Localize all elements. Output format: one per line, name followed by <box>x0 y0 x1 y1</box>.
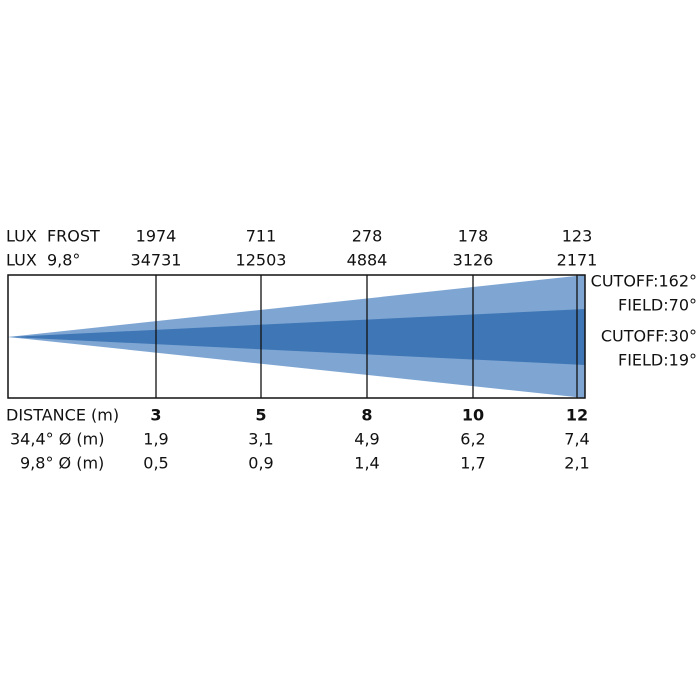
lux-value: 123 <box>562 227 593 246</box>
distance-value: 5 <box>255 406 266 425</box>
beam-label: CUTOFF:30° <box>601 327 697 346</box>
beam-label: FIELD:70° <box>618 296 697 315</box>
distance-value: 10 <box>462 406 484 425</box>
distance-value: 3 <box>150 406 161 425</box>
row-label: LUX 9,8° <box>6 251 80 270</box>
diameter-value: 0,9 <box>248 454 273 473</box>
distance-value: 8 <box>361 406 372 425</box>
diameter-value: 1,9 <box>143 430 168 449</box>
inner-beam <box>8 309 585 365</box>
row-label: 9,8° Ø (m) <box>20 454 104 473</box>
lux-value: 4884 <box>347 251 388 270</box>
diameter-value: 6,2 <box>460 430 485 449</box>
diameter-value: 4,9 <box>354 430 379 449</box>
diameter-value: 2,1 <box>564 454 589 473</box>
diameter-value: 0,5 <box>143 454 168 473</box>
row-label: DISTANCE (m) <box>6 406 119 425</box>
diameter-value: 3,1 <box>248 430 273 449</box>
diameter-value: 1,7 <box>460 454 485 473</box>
lux-value: 3126 <box>453 251 494 270</box>
diameter-value: 1,4 <box>354 454 379 473</box>
beam-label: FIELD:19° <box>618 351 697 370</box>
diameter-value: 7,4 <box>564 430 589 449</box>
lux-value: 178 <box>458 227 489 246</box>
lux-value: 2171 <box>557 251 598 270</box>
frame <box>7 274 586 399</box>
lux-value: 1974 <box>136 227 177 246</box>
row-label: LUX FROST <box>6 227 100 246</box>
distance-value: 12 <box>566 406 588 425</box>
lux-value: 12503 <box>236 251 287 270</box>
lux-value: 278 <box>352 227 383 246</box>
lux-value: 34731 <box>131 251 182 270</box>
beam-label: CUTOFF:162° <box>591 272 697 291</box>
lux-value: 711 <box>246 227 277 246</box>
row-label: 34,4° Ø (m) <box>10 430 104 449</box>
